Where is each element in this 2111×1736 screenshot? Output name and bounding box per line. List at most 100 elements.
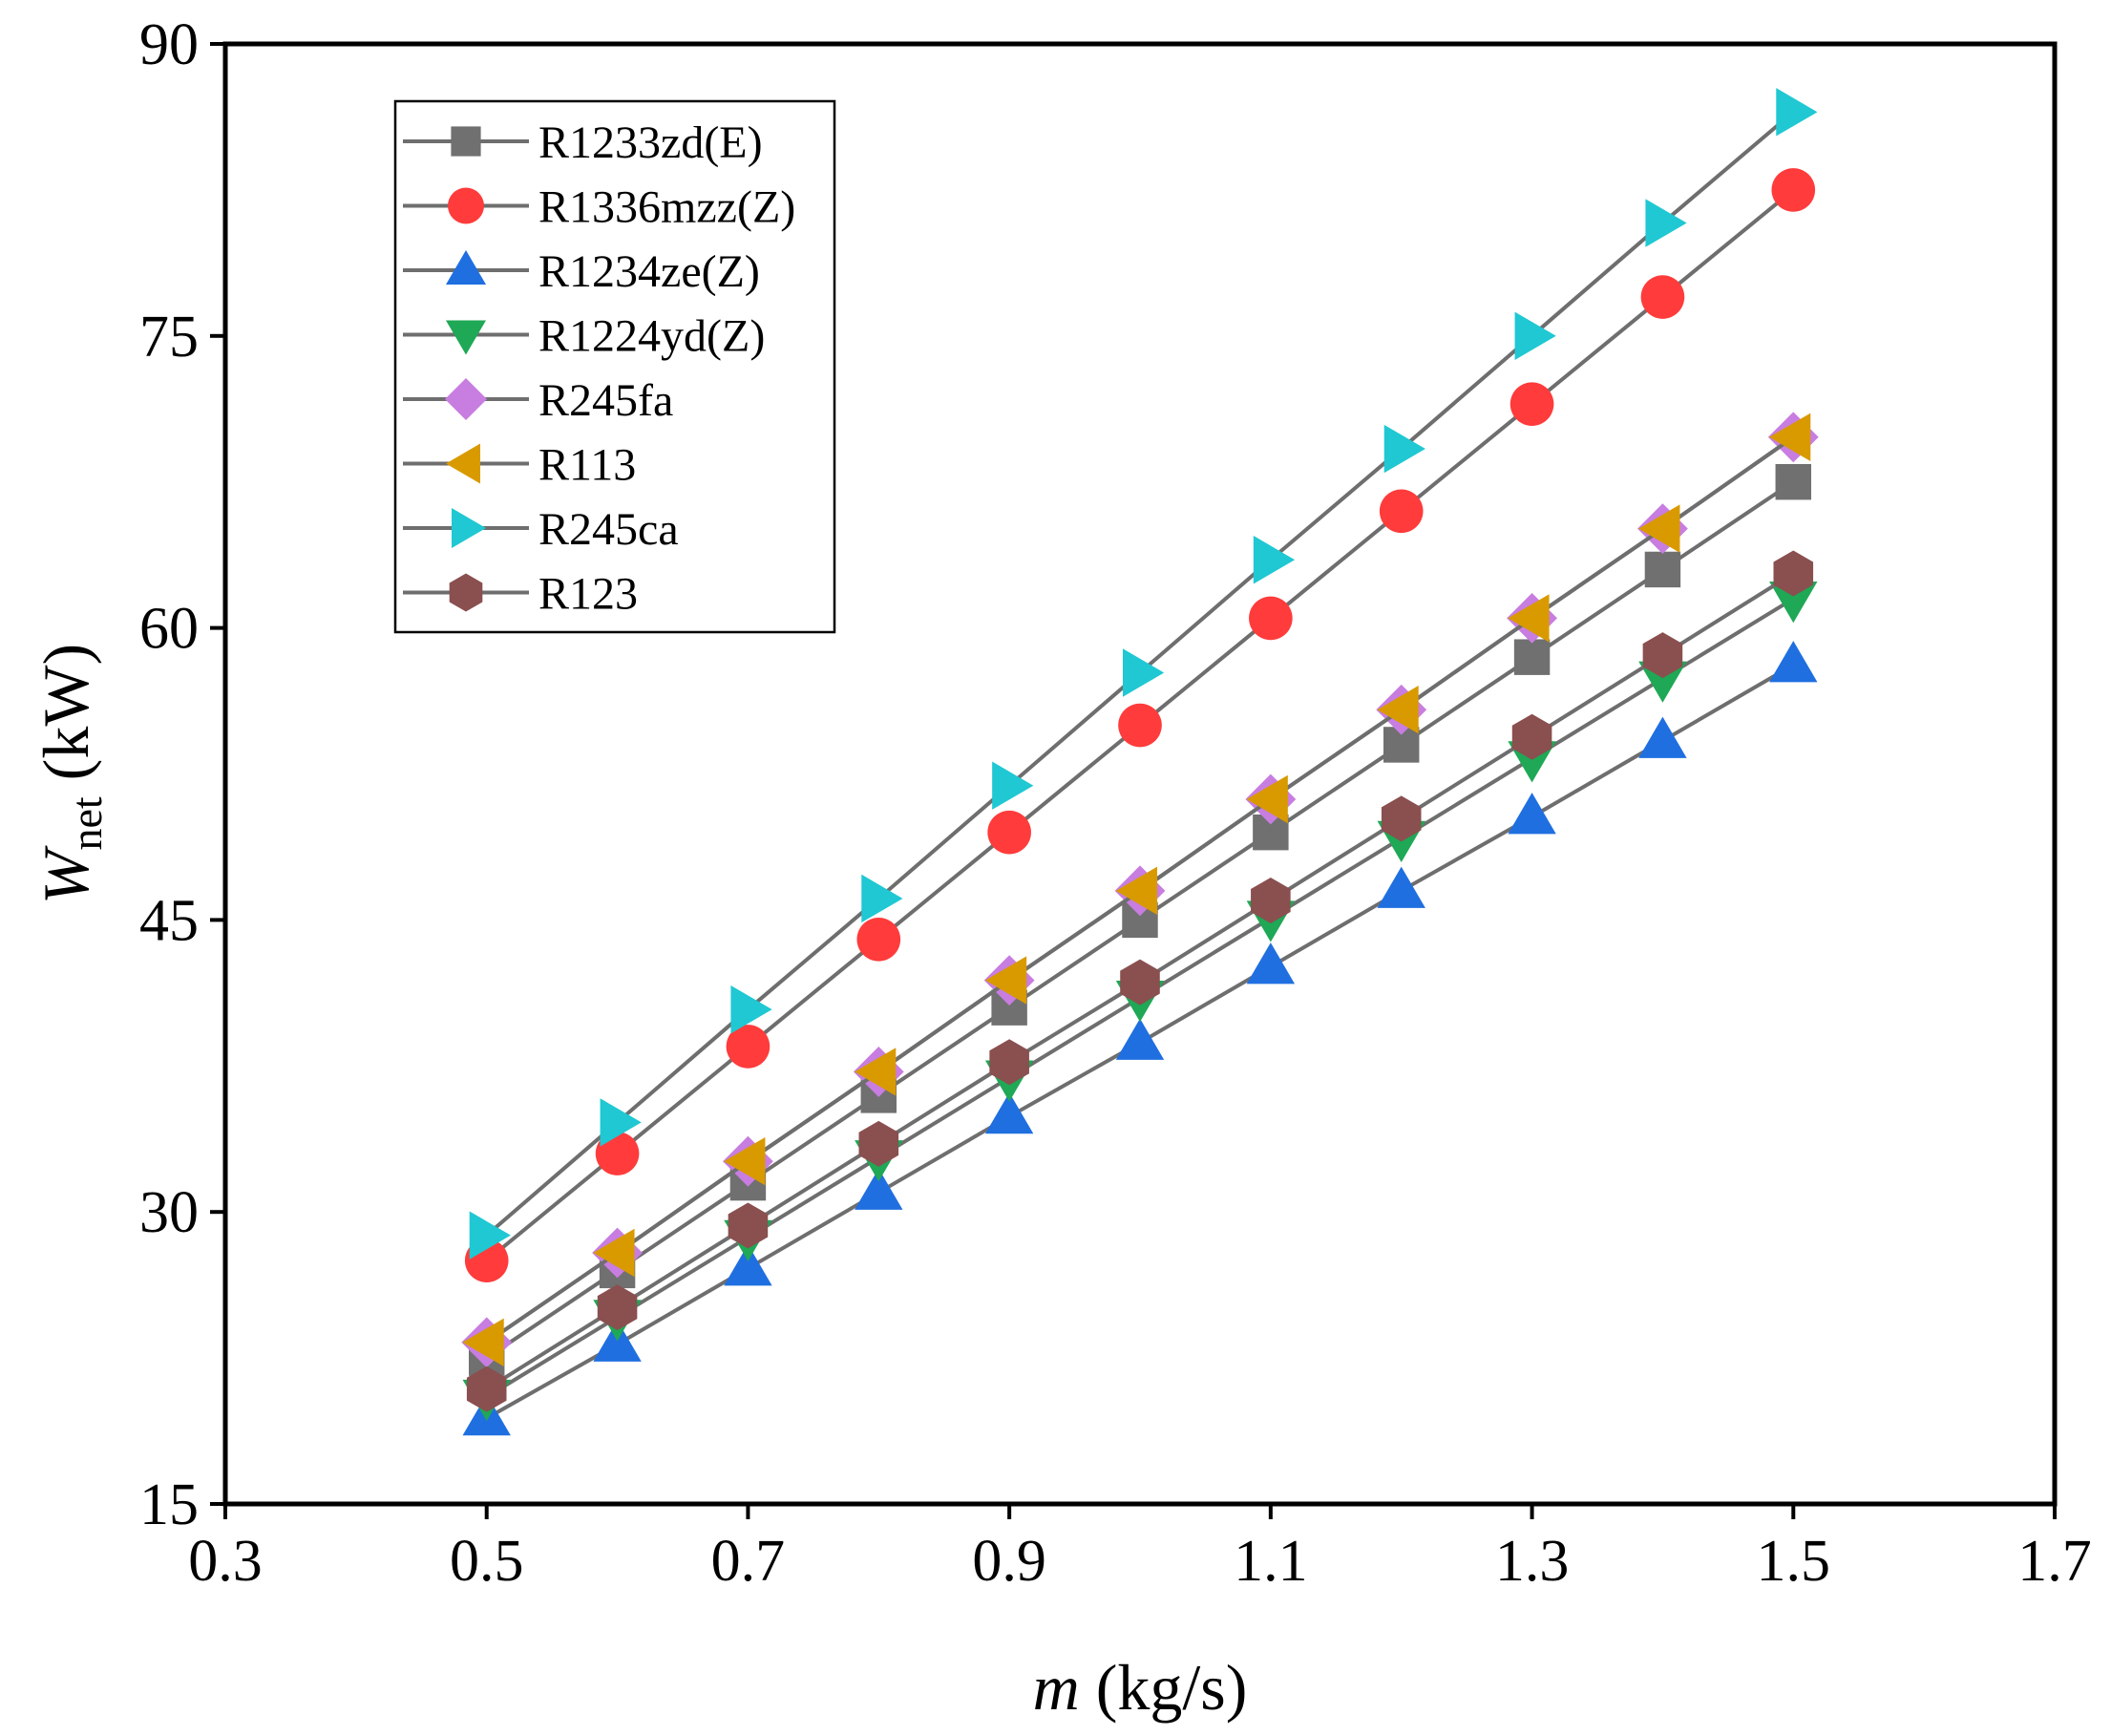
y-tick-label: 90 <box>139 12 199 77</box>
y-tick-label: 30 <box>139 1180 199 1245</box>
series-layer <box>461 88 1819 1436</box>
data-point <box>984 956 1027 1005</box>
data-point <box>856 917 901 962</box>
data-point <box>1508 793 1556 835</box>
x-axis: 0.3 0.5 0.7 0.9 1.1 1.3 1.5 1.7 <box>188 1504 2092 1594</box>
data-point <box>1251 878 1291 924</box>
data-point <box>1246 942 1296 984</box>
legend-marker <box>449 573 483 612</box>
legend: R1233zd(E) R1336mzz(Z) R1234ze(Z) R1224yd(Z… <box>393 99 836 634</box>
x-tick-label: 0.3 <box>188 1529 263 1594</box>
series-r245ca <box>469 88 1818 1260</box>
legend-label: R113 <box>538 440 636 491</box>
legend-item-r245fa: R245fa <box>403 375 673 426</box>
data-point <box>1771 168 1816 212</box>
data-point <box>1773 550 1814 597</box>
legend-item-r1224yd-z: R1224yd(Z) <box>403 311 765 362</box>
data-point <box>1118 703 1162 748</box>
data-point <box>1644 551 1681 588</box>
data-point <box>1645 199 1687 247</box>
data-point <box>1379 489 1424 534</box>
legend-marker <box>446 250 486 285</box>
legend-marker <box>451 126 481 157</box>
data-point <box>1509 382 1554 426</box>
data-point <box>1640 275 1685 319</box>
data-point <box>1123 648 1165 697</box>
x-tick-label: 1.5 <box>1757 1529 1831 1594</box>
data-point <box>1511 713 1552 760</box>
data-point <box>855 1168 903 1210</box>
legend-marker <box>452 508 486 548</box>
y-axis-unit: (kW) <box>30 644 102 796</box>
series-r113 <box>462 413 1811 1366</box>
legend-label: R1224yd(Z) <box>538 311 765 362</box>
series-r1336mzz-z <box>464 168 1816 1282</box>
data-point <box>1115 866 1157 916</box>
data-point <box>1638 504 1680 553</box>
data-point <box>1508 594 1550 643</box>
legend-item-r113: R113 <box>403 440 636 491</box>
data-point <box>1253 536 1296 584</box>
x-axis-variable: m <box>1033 1651 1080 1724</box>
y-axis-subscript: net <box>62 796 111 850</box>
data-point <box>1642 632 1683 679</box>
data-point <box>724 1244 772 1286</box>
data-point <box>858 1120 899 1167</box>
data-point <box>1769 641 1818 683</box>
y-tick-label: 60 <box>139 597 199 662</box>
legend-label: R245ca <box>538 504 679 555</box>
data-point <box>1381 795 1422 842</box>
data-point <box>1514 311 1556 360</box>
data-point <box>1246 774 1288 824</box>
x-tick-label: 1.1 <box>1234 1529 1308 1594</box>
legend-item-r1234ze-z: R1234ze(Z) <box>403 246 760 297</box>
legend-marker <box>445 378 487 420</box>
data-point <box>1115 1018 1165 1060</box>
y-tick-label: 15 <box>139 1472 199 1537</box>
plot-frame <box>222 41 2058 1507</box>
data-point <box>1769 582 1818 624</box>
data-point <box>861 874 903 923</box>
data-point <box>1377 866 1425 908</box>
legend-label: R1234ze(Z) <box>538 246 760 297</box>
data-point <box>466 1366 507 1412</box>
data-point <box>1383 424 1425 474</box>
data-point <box>1513 639 1551 675</box>
data-point <box>992 761 1034 810</box>
legend-label: R1233zd(E) <box>538 117 763 168</box>
data-point <box>730 984 772 1034</box>
data-point <box>1775 463 1812 500</box>
y-axis: 15 30 45 60 75 90 <box>139 12 225 1537</box>
legend-item-r1233zd-e: R1233zd(E) <box>403 117 763 168</box>
y-axis-variable: W <box>30 845 102 904</box>
x-tick-label: 0.9 <box>972 1529 1046 1594</box>
legend-label: R245fa <box>538 375 673 426</box>
legend-items: R1233zd(E) R1336mzz(Z) R1234ze(Z) R1224yd(Z… <box>403 117 795 620</box>
data-point <box>1776 88 1818 137</box>
data-point <box>597 1284 638 1331</box>
legend-item-r1336mzz-z: R1336mzz(Z) <box>403 182 795 233</box>
series-r1234ze-z <box>462 641 1818 1436</box>
data-point <box>726 1025 771 1069</box>
x-axis-title: m (kg/s) <box>1033 1651 1248 1724</box>
legend-marker <box>446 320 486 355</box>
legend-label: R1336mzz(Z) <box>538 182 795 233</box>
data-point <box>1638 661 1687 703</box>
data-point <box>1377 686 1419 734</box>
y-tick-label: 75 <box>139 305 199 370</box>
data-point <box>724 1136 766 1186</box>
y-tick-label: 45 <box>139 888 199 953</box>
data-point <box>469 1211 511 1260</box>
legend-label: R123 <box>538 569 638 620</box>
data-point <box>462 1318 504 1366</box>
data-point <box>1249 596 1293 641</box>
series-r123 <box>466 550 1814 1412</box>
data-point <box>855 1048 897 1096</box>
data-point <box>728 1202 769 1249</box>
x-axis-unit: (kg/s) <box>1080 1651 1248 1724</box>
x-tick-label: 0.7 <box>711 1529 786 1594</box>
data-point <box>989 1039 1029 1086</box>
data-point <box>984 1092 1034 1134</box>
